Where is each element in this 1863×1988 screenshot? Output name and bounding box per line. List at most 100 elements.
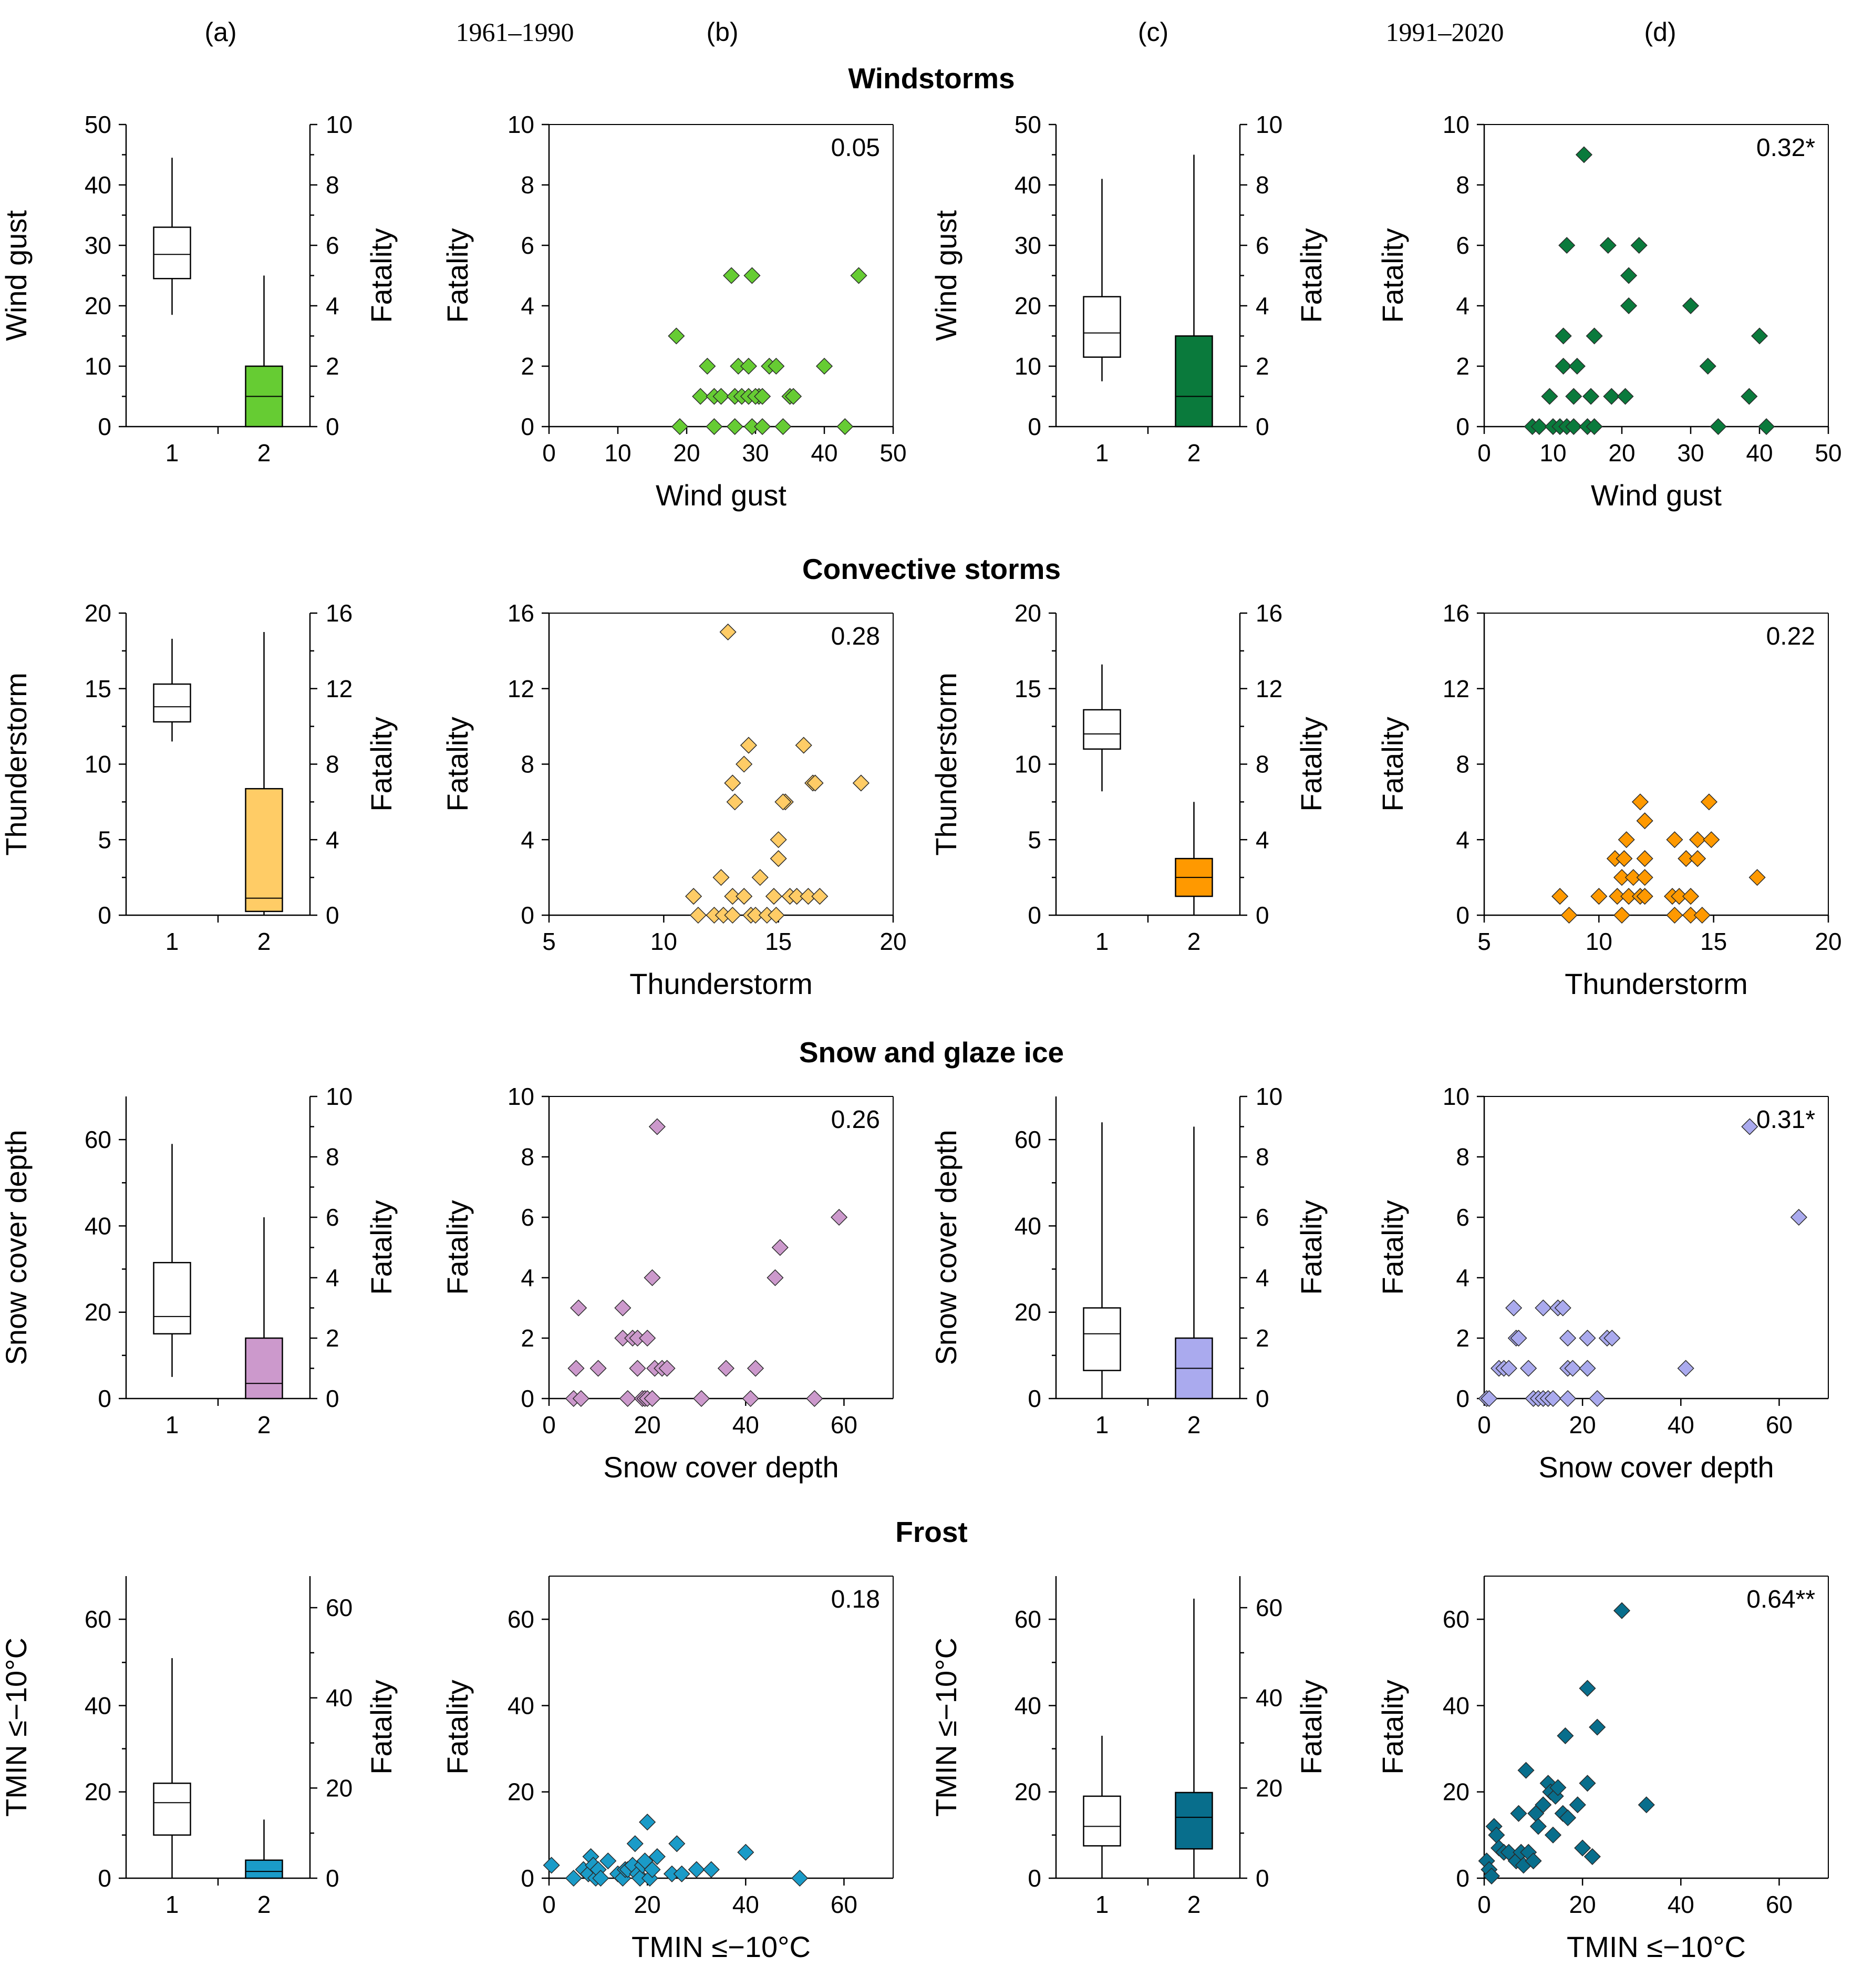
- scatter-point-1: [668, 327, 685, 345]
- y-tick-label: 0: [1456, 1385, 1469, 1412]
- correlation-label: 0.32*: [1756, 134, 1815, 162]
- scatter-point-22: [1630, 236, 1648, 254]
- x-tick-label: 30: [1677, 439, 1704, 467]
- right-tick-label: 10: [326, 111, 353, 138]
- scatter-point-24: [1689, 850, 1706, 867]
- scatter-point-9: [726, 793, 743, 811]
- correlation-label: 0.22: [1766, 623, 1815, 650]
- scatter-point-10: [1565, 418, 1582, 436]
- y-tick-label: 12: [1443, 675, 1469, 702]
- right-tick-label: 10: [1256, 111, 1282, 138]
- y-axis-label: Thunderstorm: [929, 672, 962, 856]
- y-tick-label: 2: [521, 353, 534, 380]
- y-tick-label: 0: [1456, 413, 1469, 440]
- scatter-point-2: [1483, 1867, 1500, 1885]
- right-tick-label: 8: [326, 751, 339, 778]
- x-tick-label: 0: [542, 1411, 556, 1438]
- scatter-point-7: [724, 888, 741, 905]
- right-tick-label: 6: [1256, 1204, 1269, 1231]
- y-tick-label: 0: [521, 902, 534, 929]
- section-title-convective-storms: Convective storms: [802, 553, 1061, 585]
- category-label-2: 2: [1187, 1891, 1201, 1918]
- scatter-point-25: [1559, 1809, 1577, 1827]
- section-title-snow-and-glaze-ice: Snow and glaze ice: [799, 1036, 1064, 1069]
- box-1: [1083, 1795, 1121, 1847]
- category-label-1: 1: [1095, 439, 1109, 467]
- scatter-point-4: [706, 418, 723, 436]
- section-title-frost: Frost: [895, 1516, 968, 1548]
- scatter-point-27: [850, 267, 867, 284]
- scatter-point-30: [791, 1869, 809, 1887]
- left-tick-label: 60: [1015, 1606, 1041, 1633]
- scatter-point-22: [644, 1861, 661, 1878]
- y-axis-label: Wind gust: [0, 210, 33, 341]
- left-tick-label: 40: [85, 1212, 111, 1239]
- x-tick-label: 60: [1766, 1411, 1793, 1438]
- left-tick-label: 50: [1015, 111, 1041, 138]
- y-axis-label: TMIN ≤−10°C: [0, 1638, 33, 1817]
- y-tick-label: 2: [1456, 353, 1469, 380]
- scatter-point-0: [543, 1857, 560, 1874]
- y-tick-label: 0: [1456, 902, 1469, 929]
- y-axis-label: Fatality: [1376, 1200, 1409, 1295]
- scatter-point-5: [614, 1299, 632, 1317]
- scatter-point-3: [699, 357, 716, 375]
- y-axis-label: Fatality: [441, 717, 474, 812]
- scatter-point-25: [1603, 1329, 1621, 1347]
- y-axis-label: Snow cover depth: [929, 1130, 962, 1365]
- correlation-label: 0.05: [831, 134, 880, 162]
- scatter-point-5: [719, 623, 737, 640]
- y-axis-label: Snow cover depth: [0, 1130, 33, 1365]
- scatter-point-3: [712, 869, 730, 886]
- scatter-point-8: [1520, 1360, 1537, 1377]
- y-tick-label: 20: [508, 1778, 534, 1806]
- scatter-point-27: [688, 1861, 705, 1878]
- scatter-point-9: [1620, 888, 1638, 905]
- scatter-point-23: [648, 1848, 666, 1865]
- x-tick-label: 20: [1815, 928, 1841, 955]
- scatter-point-25: [1689, 831, 1706, 848]
- scatter-point-21: [1678, 850, 1695, 867]
- y-axis-label: Fatality: [441, 228, 474, 323]
- left-tick-label: 20: [85, 292, 111, 319]
- scatter-point-21: [1579, 1329, 1596, 1347]
- scatter-point-22: [1682, 906, 1700, 924]
- scatter-point-29: [811, 888, 829, 905]
- scatter-point-19: [754, 388, 771, 405]
- x-axis-label: TMIN ≤−10°C: [632, 1930, 811, 1963]
- y-tick-label: 40: [508, 1692, 534, 1719]
- box-1: [1083, 1307, 1121, 1371]
- left-tick-label: 5: [1028, 826, 1041, 853]
- y-tick-label: 2: [521, 1324, 534, 1352]
- box-2: [245, 788, 283, 913]
- scatter-point-9: [726, 418, 743, 436]
- y2-axis-label: Fatality: [365, 717, 398, 812]
- x-tick-label: 20: [634, 1891, 661, 1918]
- x-tick-label: 40: [1668, 1891, 1694, 1918]
- scatter-point-17: [1535, 1796, 1552, 1814]
- y-tick-label: 16: [508, 599, 534, 627]
- scatter-point-25: [767, 1269, 784, 1287]
- scatter-point-12: [1575, 146, 1593, 163]
- scatter-point-5: [1555, 357, 1572, 375]
- scatter-point-21: [693, 1390, 710, 1407]
- y-tick-label: 2: [1456, 1324, 1469, 1352]
- scatter-point-14: [747, 906, 764, 924]
- scatter-point-11: [1631, 793, 1649, 811]
- scatter-point-15: [751, 869, 769, 886]
- x-tick-label: 20: [879, 928, 906, 955]
- scatter-point-25: [815, 357, 833, 375]
- right-tick-label: 16: [1256, 599, 1282, 627]
- left-tick-label: 10: [85, 751, 111, 778]
- scatter-point-16: [1636, 850, 1653, 867]
- convective-1991-scatter: 0 4 8 12 16 5 10 15 20 0.22 Thunderstorm Fatality: [1376, 599, 1842, 1000]
- scatter-point-26: [673, 1865, 690, 1882]
- scatter-point-2: [570, 1299, 587, 1317]
- correlation-label: 0.64**: [1746, 1586, 1815, 1613]
- category-label-2: 2: [257, 928, 271, 955]
- category-label-1: 1: [165, 1411, 179, 1438]
- windstorms-1991-scatter: 0 2 4 6 8 10 0 10 20 30 40 50 0.32* Wind gust Fatality: [1376, 111, 1842, 512]
- section-title-windstorms: Windstorms: [848, 62, 1015, 95]
- x-tick-label: 0: [1477, 439, 1491, 467]
